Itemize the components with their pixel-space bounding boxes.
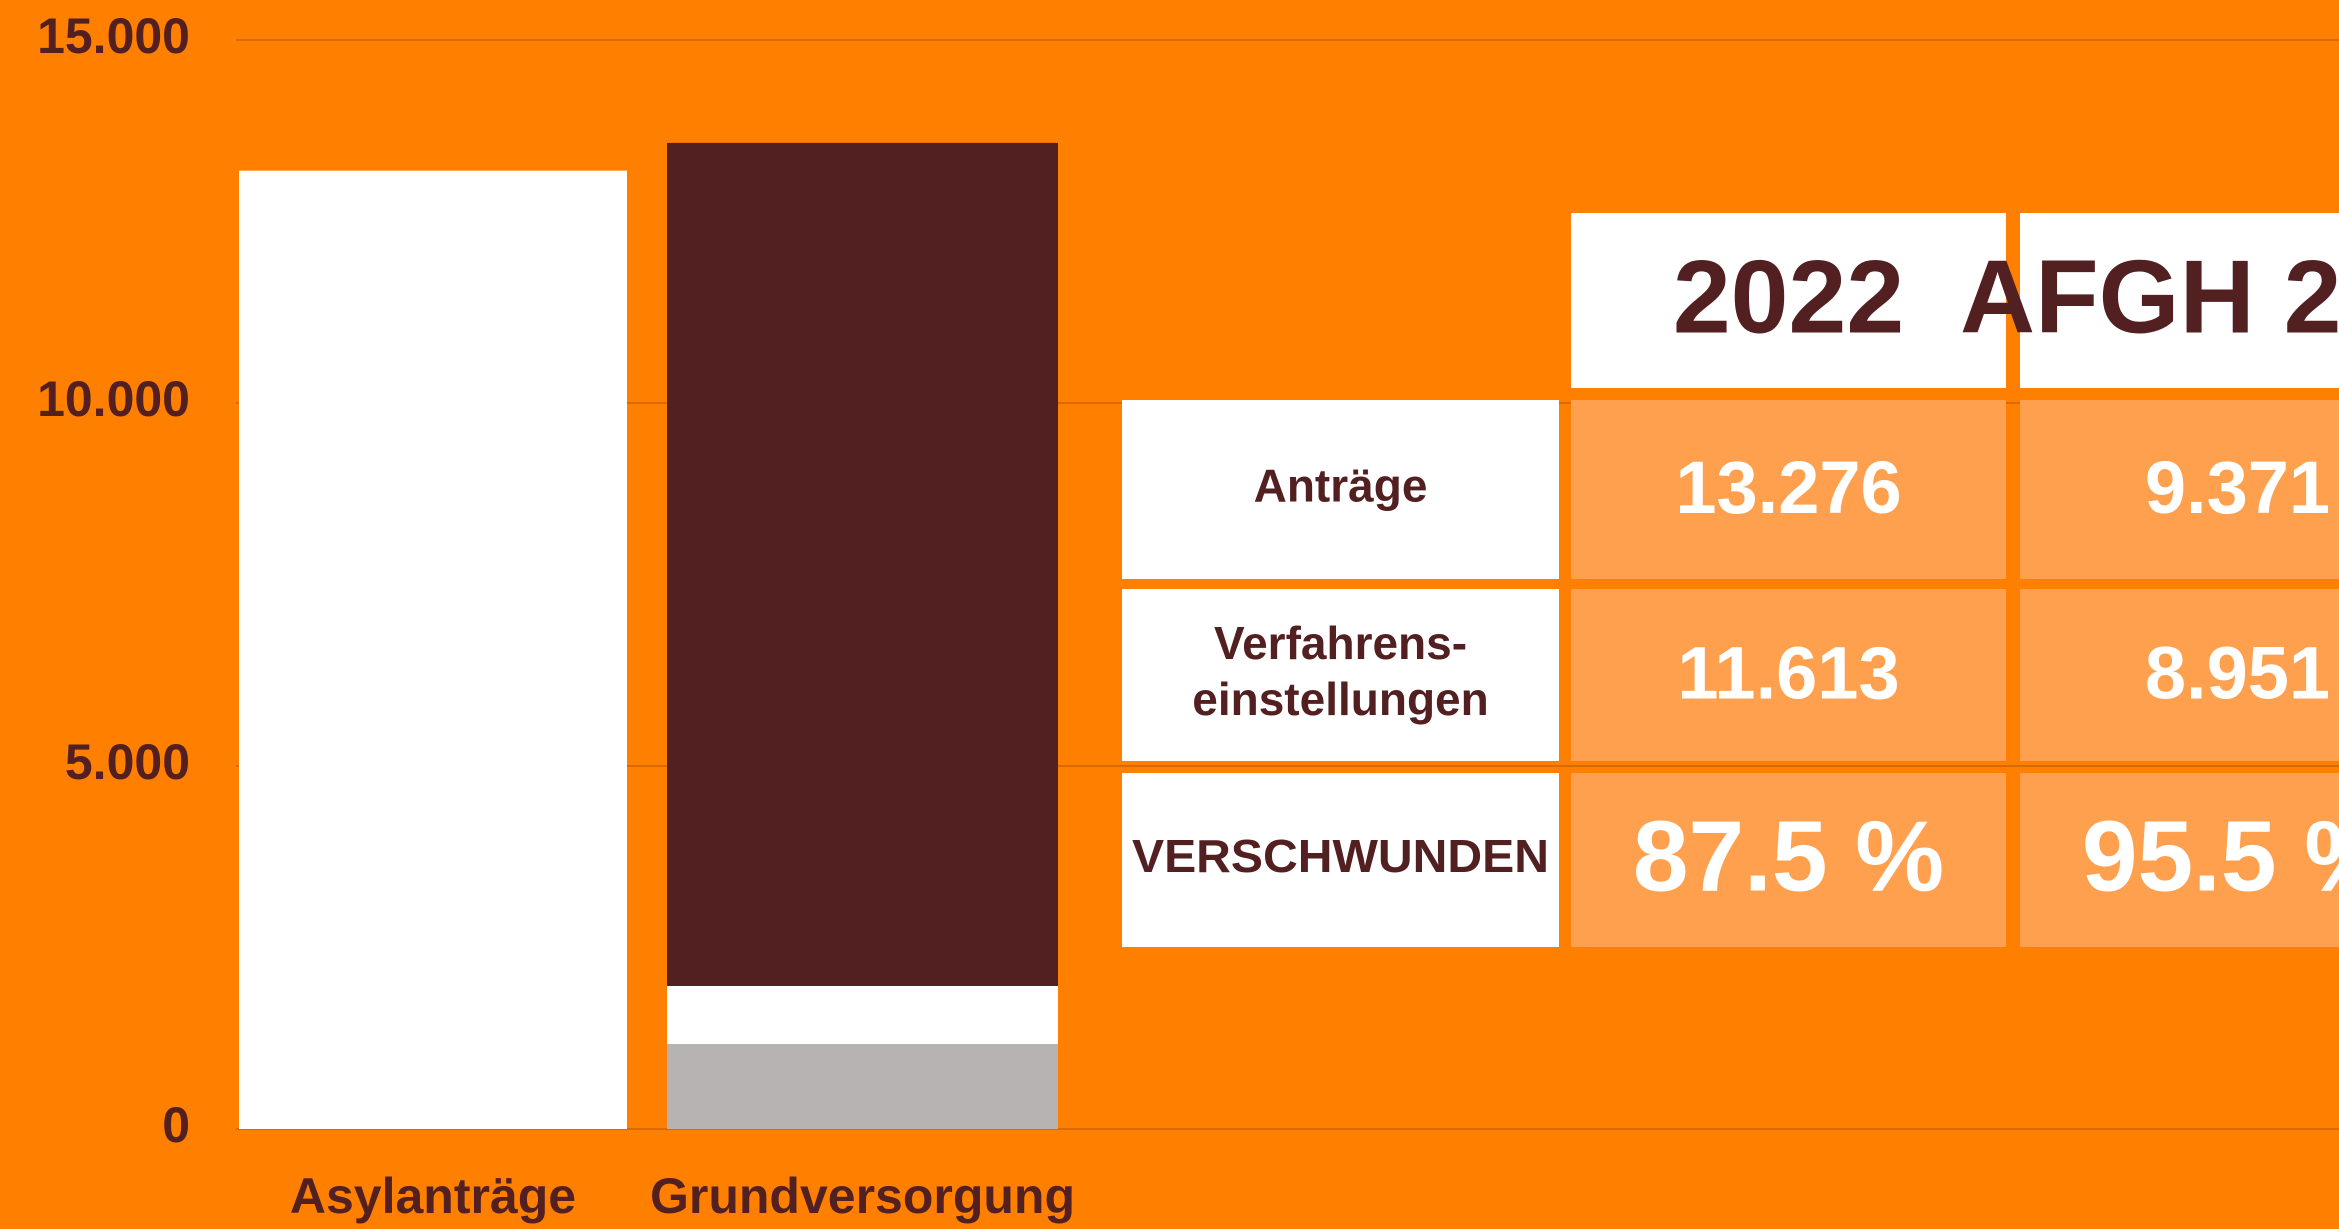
- value-text: 9.371: [2145, 446, 2330, 529]
- value-text: 13.276: [1675, 446, 1901, 529]
- value-cell: [1571, 400, 2006, 579]
- label-cell: [1122, 400, 1559, 579]
- value-cell: [2020, 589, 2339, 761]
- header-text: AFGH 2022: [1960, 239, 2339, 355]
- value-cell: [2020, 400, 2339, 579]
- label-cell: [1122, 589, 1559, 761]
- row-label: Verfahrens-einstellungen: [1192, 617, 1488, 725]
- header-cell: [1571, 213, 2006, 388]
- bar-segment: [667, 1044, 1058, 1129]
- value-text: 8.951: [2145, 632, 2330, 715]
- y-tick-label: 5.000: [65, 734, 190, 790]
- bars: Asylanträge Grundversorgung: [239, 142, 1075, 1224]
- header-text: 2022: [1673, 239, 1904, 355]
- x-tick-label: Asylanträge: [290, 1168, 576, 1224]
- value-text: 95.5 %: [2082, 800, 2339, 912]
- bar-segment: [667, 985, 1058, 1045]
- x-tick-label: Grundversorgung: [650, 1168, 1075, 1224]
- value-cell: [1571, 773, 2006, 947]
- y-tick-label: 10.000: [37, 371, 190, 427]
- header-cell: [2020, 213, 2339, 388]
- table: 2022 AFGH 2022 Anträge 13.276 9.371 Verfahren…: [1122, 213, 2339, 947]
- value-cell: [1571, 589, 2006, 761]
- row-label: Anträge: [1254, 460, 1428, 512]
- bar-segment: [239, 170, 627, 1129]
- y-tick-label: 15.000: [37, 8, 190, 64]
- y-tick-label: 0: [162, 1097, 190, 1153]
- value-cell: [2020, 773, 2339, 947]
- row-label: VERSCHWUNDEN: [1132, 830, 1549, 882]
- label-cell: [1122, 773, 1559, 947]
- bar-segment: [667, 142, 1058, 986]
- value-text: 11.613: [1677, 632, 1899, 715]
- value-text: 87.5 %: [1633, 800, 1944, 912]
